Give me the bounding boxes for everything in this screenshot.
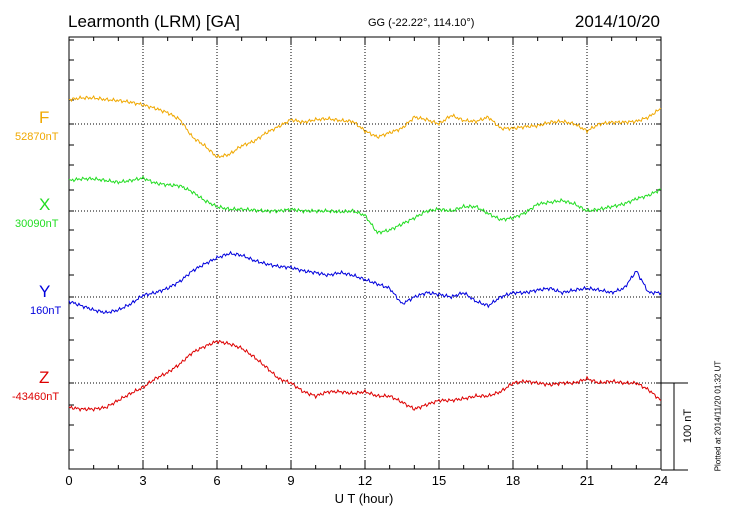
channel-z-letter: Z <box>39 368 50 387</box>
channel-y-baseline: 160nT <box>30 305 62 317</box>
channel-x-letter: X <box>39 195 51 214</box>
x-tick-label: 3 <box>139 473 147 488</box>
x-tick-label: 9 <box>287 473 295 488</box>
channel-x-baseline: 30090nT <box>15 218 59 230</box>
channel-f-baseline: 52870nT <box>15 131 59 143</box>
x-tick-label: 0 <box>65 473 73 488</box>
station-title: Learmonth (LRM) [GA] <box>68 12 240 31</box>
channel-y-letter: Y <box>39 282 51 301</box>
x-tick-label: 18 <box>505 473 521 488</box>
x-axis-label: U T (hour) <box>334 491 394 506</box>
x-tick-label: 15 <box>431 473 447 488</box>
date-label: 2014/10/20 <box>574 12 660 31</box>
channel-z-baseline: -43460nT <box>12 391 60 403</box>
x-tick-label: 24 <box>653 473 669 488</box>
series-f-line <box>68 94 662 159</box>
x-tick-label: 6 <box>213 473 221 488</box>
x-tick-label: 21 <box>579 473 595 488</box>
channel-f-letter: F <box>39 108 50 127</box>
x-tick-label: 12 <box>357 473 373 488</box>
series-z-line <box>68 339 662 413</box>
coordinates-label: GG (-22.22°, 114.10°) <box>368 17 475 29</box>
series-x-line <box>68 175 662 235</box>
series-y-line <box>68 250 662 315</box>
